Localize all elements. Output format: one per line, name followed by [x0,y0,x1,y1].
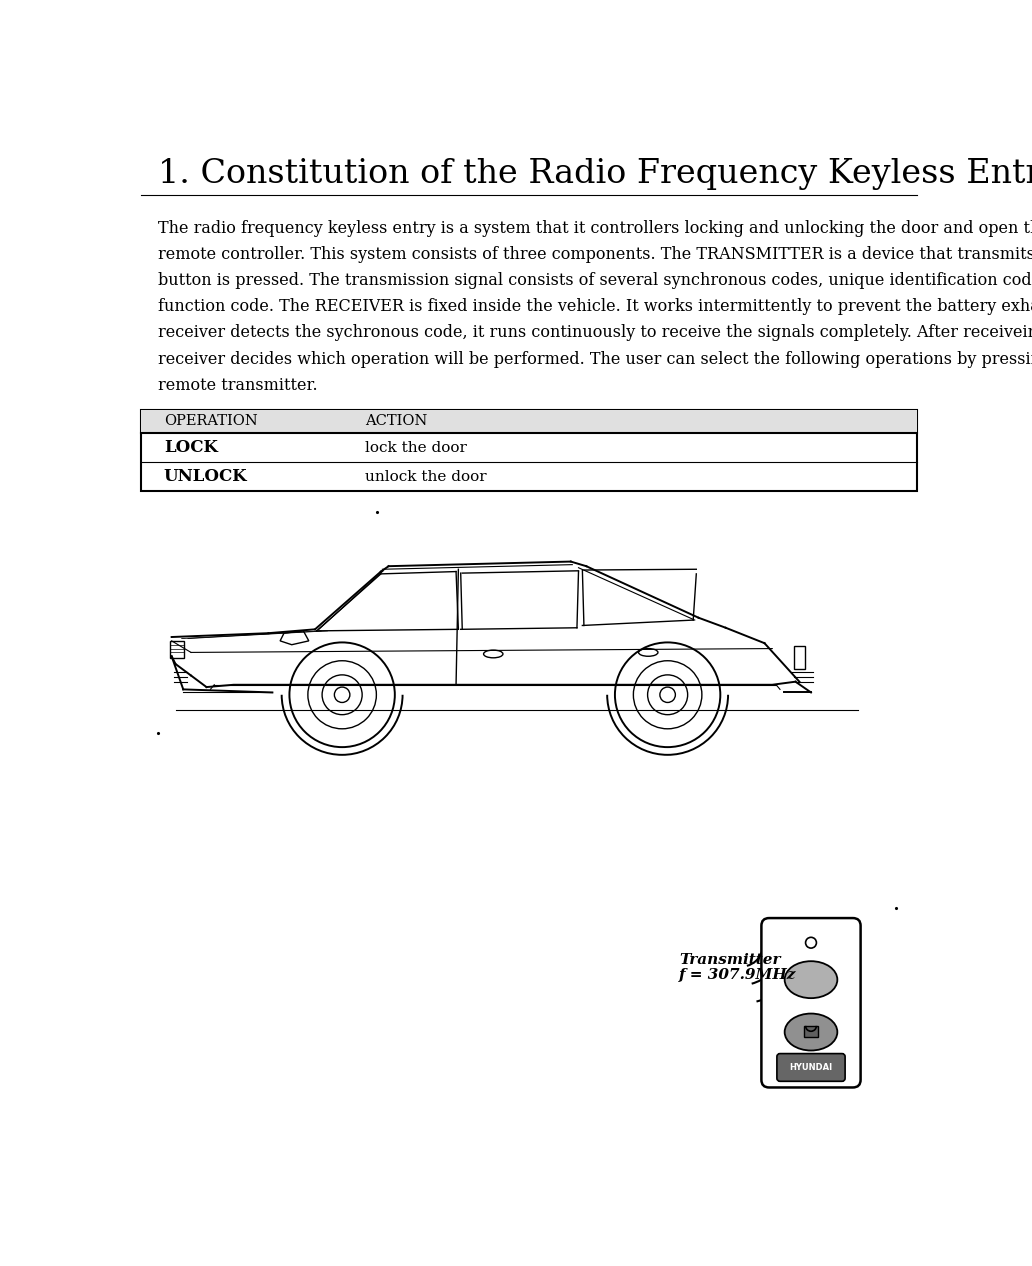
Bar [794,646,805,670]
FancyBboxPatch shape [762,918,861,1087]
Bar [140,410,917,433]
Text: receiver decides which operation will be performed. The user can select the foll: receiver decides which operation will be… [159,351,1032,367]
Ellipse shape [784,1014,837,1051]
Text: lock the door: lock the door [365,441,467,454]
Text: function code. The RECEIVER is fixed inside the vehicle. It works intermittently: function code. The RECEIVER is fixed ins… [159,299,1032,315]
Text: remote controller. This system consists of three components. The TRANSMITTER is : remote controller. This system consists … [159,246,1032,263]
Text: receiver detects the sychronous code, it runs continuously to receive the signal: receiver detects the sychronous code, it… [159,324,1032,342]
Text: The radio frequency keyless entry is a system that it controllers locking and un: The radio frequency keyless entry is a s… [159,220,1032,237]
Text: UNLOCK: UNLOCK [164,468,248,485]
Text: OPERATION: OPERATION [164,414,258,428]
Bar [170,641,184,658]
Ellipse shape [784,961,837,998]
Text: f = 307.9MHz: f = 307.9MHz [679,968,797,982]
Circle shape [334,687,350,703]
FancyBboxPatch shape [777,1053,845,1081]
Text: remote transmitter.: remote transmitter. [159,377,318,394]
Text: HYUNDAI: HYUNDAI [789,1063,833,1072]
Text: LOCK: LOCK [164,439,218,456]
Text: 1. Constitution of the Radio Frequency Keyless Entry System for vehicle: 1. Constitution of the Radio Frequency K… [159,158,1032,190]
Text: unlock the door: unlock the door [365,470,487,484]
Circle shape [659,687,675,703]
Text: button is pressed. The transmission signal consists of several synchronous codes: button is pressed. The transmission sign… [159,272,1032,289]
Text: ACTION: ACTION [365,414,427,428]
Bar [804,1025,818,1037]
Bar [140,410,917,491]
Text: Transmitter: Transmitter [679,953,781,967]
